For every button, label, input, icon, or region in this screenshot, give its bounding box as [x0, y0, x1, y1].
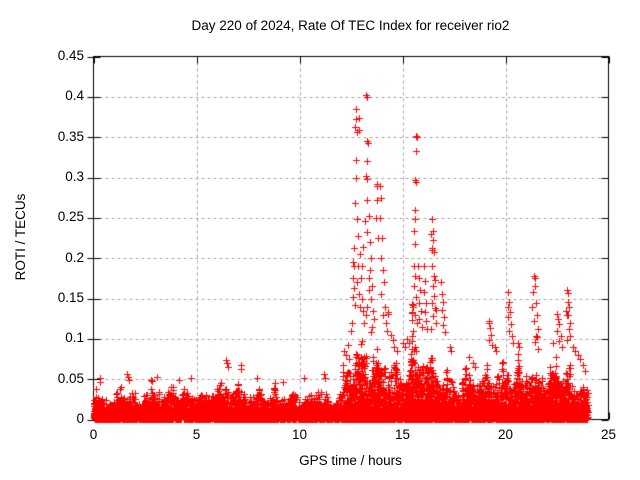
x-tick-label: 25: [600, 427, 617, 442]
y-tick-label: 0.15: [57, 290, 84, 305]
y-tick-label: 0.25: [57, 209, 84, 225]
y-tick-label: 0.4: [65, 88, 84, 104]
x-axis-label: GPS time / hours: [299, 453, 402, 468]
chart-title: Day 220 of 2024, Rate Of TEC Index for r…: [191, 18, 510, 33]
y-tick-label: 0.2: [65, 249, 84, 265]
y-axis-label: ROTI / TECUs: [13, 193, 28, 281]
x-tick-label: 15: [394, 427, 411, 442]
y-tick-label: 0.1: [65, 330, 84, 346]
y-tick-label: 0.45: [57, 48, 84, 63]
y-tick-label: 0.35: [57, 128, 84, 144]
y-tick-label: 0: [76, 411, 84, 426]
x-tick-label: 20: [497, 427, 514, 442]
y-tick-label: 0.3: [65, 169, 84, 184]
x-tick-label: 0: [89, 427, 98, 442]
x-tick-label: 10: [291, 427, 308, 442]
y-tick-label: 0.05: [57, 370, 84, 386]
x-tick-label: 5: [192, 427, 201, 442]
